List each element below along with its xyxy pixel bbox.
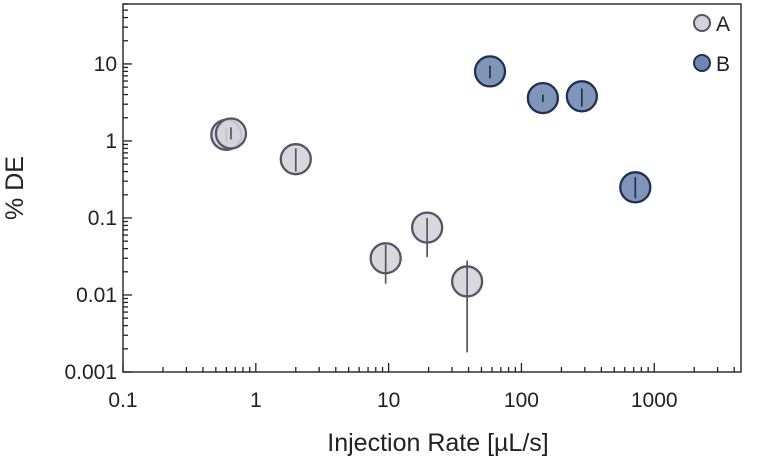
x-axis-title: Injection Rate [µL/s] xyxy=(327,429,548,457)
y-tick-label: 10 xyxy=(94,53,117,76)
data-points xyxy=(210,55,652,353)
y-tick-label: 0.001 xyxy=(64,361,117,384)
plot-frame xyxy=(122,3,742,373)
y-tick-label: 1 xyxy=(105,130,117,153)
series-B xyxy=(473,55,652,204)
x-tick-label: 100 xyxy=(504,389,539,412)
y-axis-ticks xyxy=(123,3,132,373)
x-axis-tick-labels: 0.1 1 10 100 1000 xyxy=(108,389,677,412)
y-axis-title: % DE xyxy=(1,156,29,220)
legend-marker-A xyxy=(693,14,711,32)
legend: AB xyxy=(693,13,730,76)
y-tick-label: 0.01 xyxy=(76,284,117,307)
y-axis-tick-labels: 0.001 0.01 0.1 1 10 xyxy=(64,53,117,384)
x-tick-label: 10 xyxy=(377,389,400,412)
x-tick-label: 1000 xyxy=(631,389,678,412)
series-A xyxy=(210,117,484,353)
x-tick-label: 1 xyxy=(250,389,262,412)
legend-label-B: B xyxy=(716,53,730,76)
y-tick-label: 0.1 xyxy=(88,207,117,230)
legend-label-A: A xyxy=(716,13,730,36)
x-axis-ticks xyxy=(122,363,735,372)
legend-marker-B xyxy=(693,54,711,72)
x-tick-label: 0.1 xyxy=(108,389,137,412)
